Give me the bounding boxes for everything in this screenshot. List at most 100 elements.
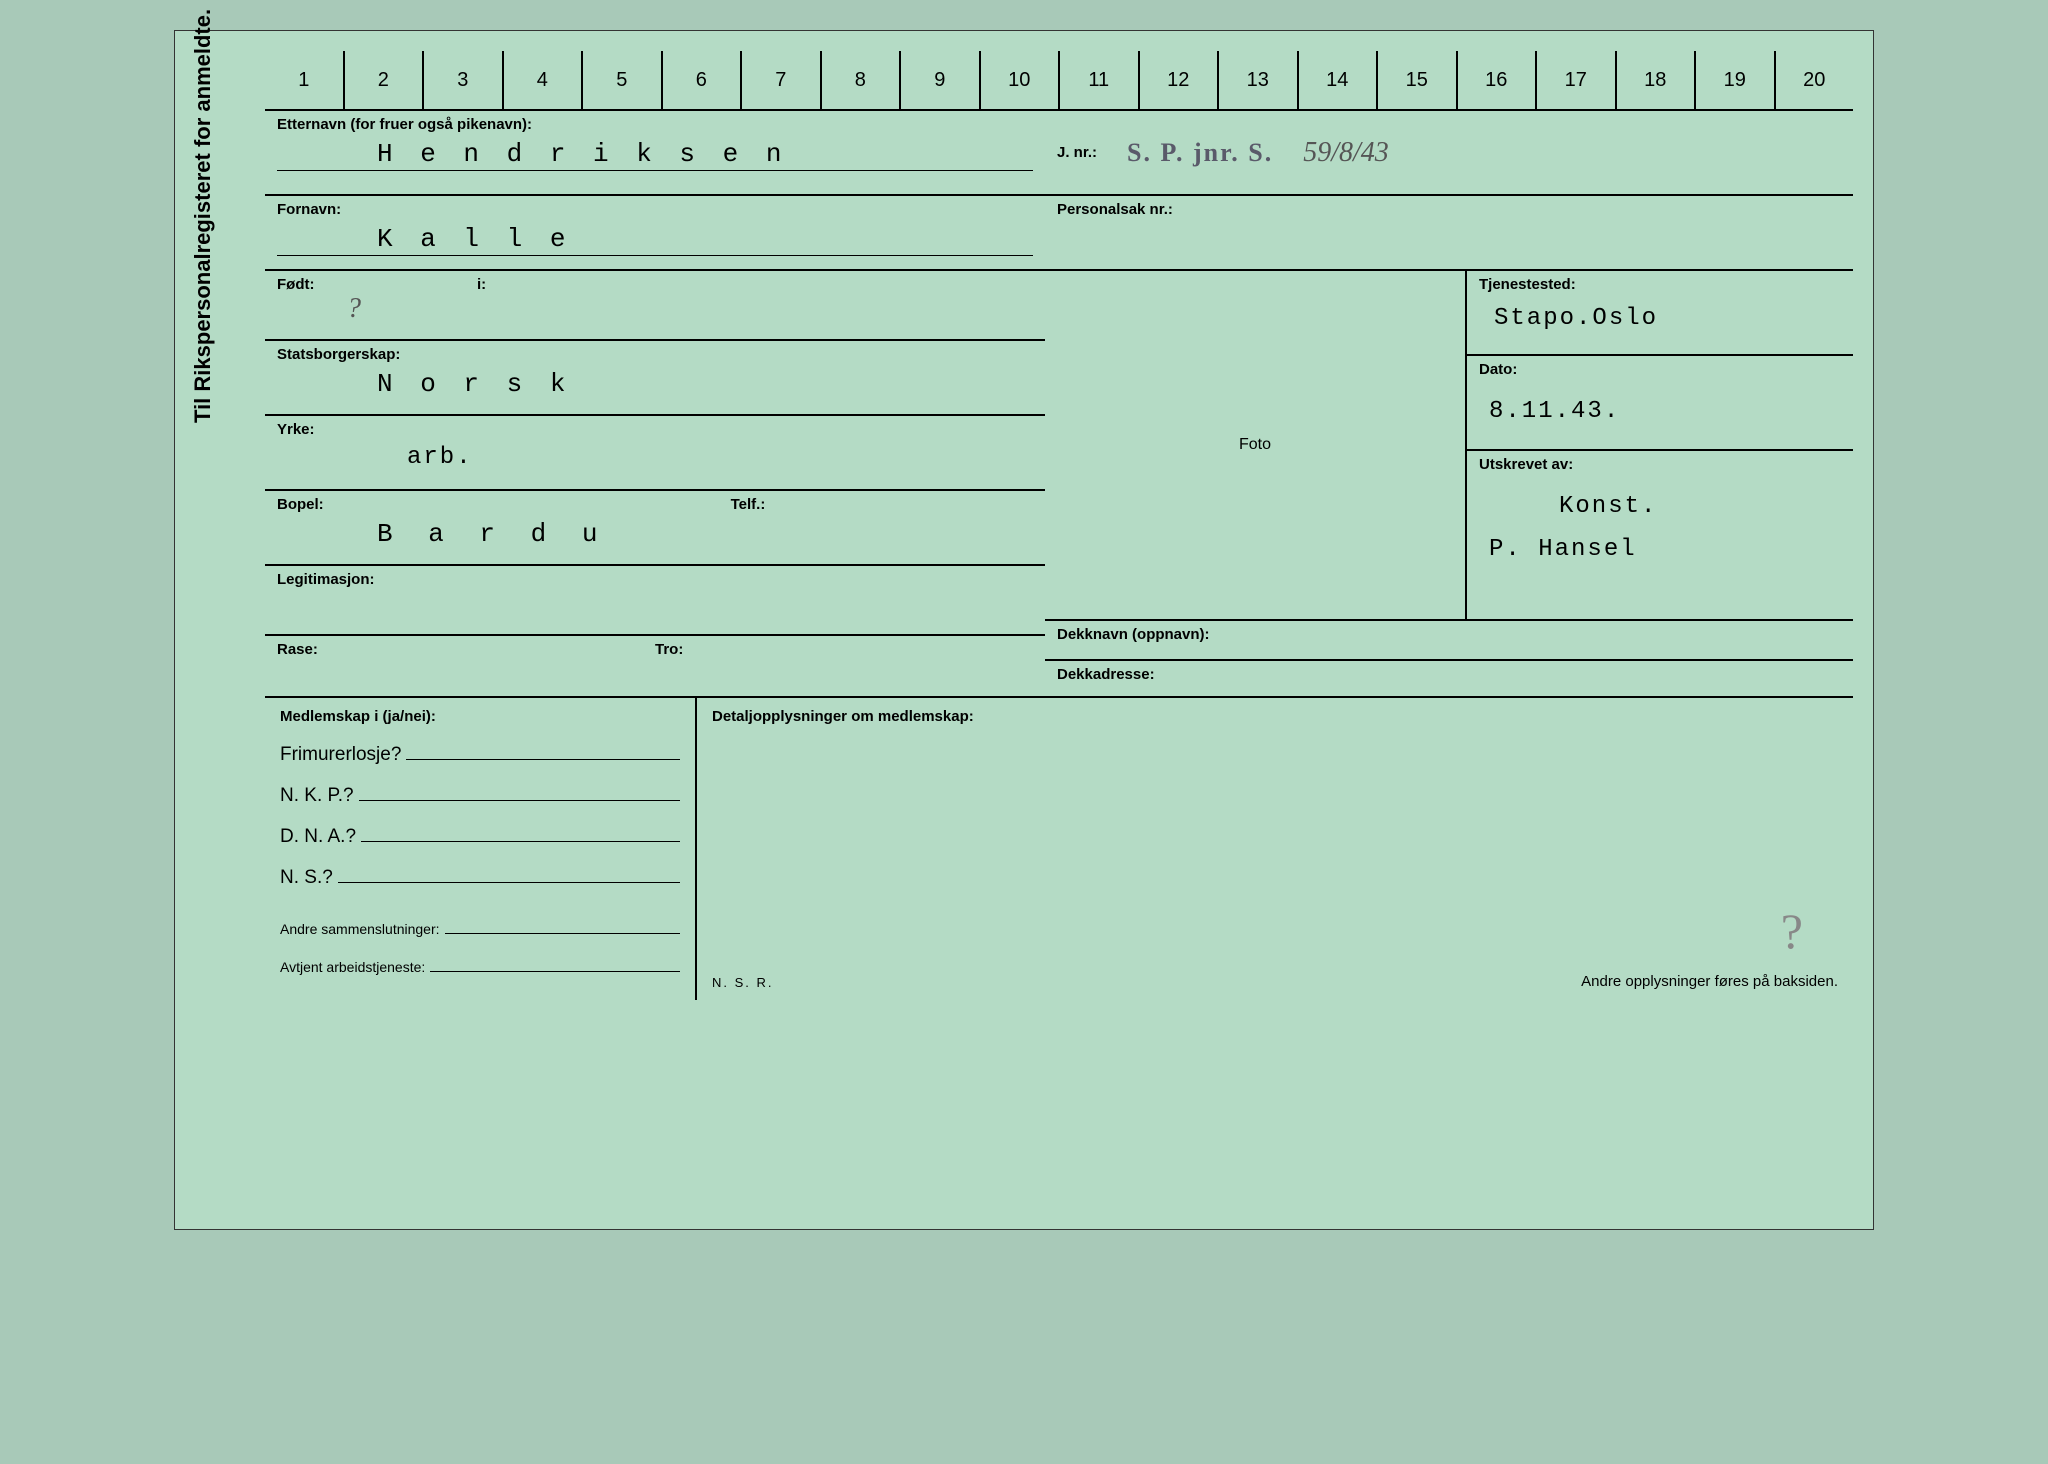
number-cell: 2 bbox=[343, 51, 423, 109]
fornavn-label: Fornavn: bbox=[277, 201, 1033, 218]
foto-label: Foto bbox=[1239, 436, 1271, 454]
registration-card: Til Rikspersonalregisteret for anmeldte.… bbox=[174, 30, 1874, 1230]
number-cell: 18 bbox=[1615, 51, 1695, 109]
tjenestested-label: Tjenestested: bbox=[1479, 276, 1841, 293]
right-details: Tjenestested: Stapo.Oslo Dato: 8.11.43. … bbox=[1465, 271, 1853, 621]
etternavn-label: Etternavn (for fruer også pikenavn): bbox=[277, 116, 1033, 133]
nsr-label: N. S. R. bbox=[712, 975, 774, 990]
number-cell: 17 bbox=[1535, 51, 1615, 109]
left-column: Etternavn (for fruer også pikenavn): H e… bbox=[265, 111, 1045, 696]
number-cell: 6 bbox=[661, 51, 741, 109]
yrke-label: Yrke: bbox=[277, 421, 1033, 438]
yrke-value: arb. bbox=[277, 444, 1033, 472]
jnr-stamp: S. P. jnr. S. bbox=[1127, 138, 1273, 168]
ns-label: N. S.? bbox=[280, 867, 333, 889]
membership-right: Detaljopplysninger om medlemskap: N. S. … bbox=[695, 698, 1853, 1000]
number-cell: 9 bbox=[899, 51, 979, 109]
utskrevet-value1: Konst. bbox=[1479, 493, 1841, 521]
bopel-label: Bopel: bbox=[277, 496, 731, 513]
andre-item: Andre sammenslutninger: bbox=[280, 914, 680, 937]
number-cell: 10 bbox=[979, 51, 1059, 109]
content-area: 1234567891011121314151617181920 Etternav… bbox=[265, 51, 1853, 1000]
tjenestested-value: Stapo.Oslo bbox=[1479, 305, 1841, 333]
legitimasjon-field: Legitimasjon: bbox=[265, 566, 1045, 636]
bopel-field: Bopel: B a r d u Telf.: bbox=[265, 491, 1045, 566]
statsborger-value: N o r s k bbox=[277, 369, 1033, 401]
question-mark: ? bbox=[1781, 902, 1803, 960]
footer-note: Andre opplysninger føres på baksiden. bbox=[1581, 973, 1838, 990]
number-cell: 5 bbox=[581, 51, 661, 109]
number-cell: 11 bbox=[1058, 51, 1138, 109]
personalsak-field: Personalsak nr.: bbox=[1045, 196, 1853, 271]
membership-left: Medlemskap i (ja/nei): Frimurerlosje? N.… bbox=[265, 698, 695, 1000]
number-cell: 3 bbox=[422, 51, 502, 109]
fodt-i-label: i: bbox=[477, 276, 1033, 293]
dekkadresse-field: Dekkadresse: bbox=[1045, 661, 1853, 696]
fornavn-field: Fornavn: K a l l e bbox=[265, 196, 1045, 271]
rase-tro-field: Rase: Tro: bbox=[265, 636, 1045, 696]
dna-line bbox=[361, 822, 680, 842]
fodt-value: ? bbox=[277, 293, 477, 325]
andre-line bbox=[445, 914, 680, 934]
fodt-label: Født: bbox=[277, 276, 477, 293]
dato-value: 8.11.43. bbox=[1479, 398, 1841, 426]
andre-label: Andre sammenslutninger: bbox=[280, 921, 440, 937]
number-cell: 15 bbox=[1376, 51, 1456, 109]
tjenestested-field: Tjenestested: Stapo.Oslo bbox=[1467, 271, 1853, 356]
telf-label: Telf.: bbox=[731, 496, 1033, 513]
avtjent-label: Avtjent arbeidstjeneste: bbox=[280, 959, 425, 975]
nkp-item: N. K. P.? bbox=[280, 781, 680, 807]
avtjent-line bbox=[430, 952, 680, 972]
foto-box: Foto bbox=[1045, 271, 1465, 621]
number-cell: 16 bbox=[1456, 51, 1536, 109]
jnr-label: J. nr.: bbox=[1057, 144, 1097, 161]
frimurer-item: Frimurerlosje? bbox=[280, 740, 680, 766]
number-cell: 8 bbox=[820, 51, 900, 109]
etternavn-value: H e n d r i k s e n bbox=[277, 139, 1033, 171]
dekkadresse-label: Dekkadresse: bbox=[1057, 666, 1841, 683]
avtjent-item: Avtjent arbeidstjeneste: bbox=[280, 952, 680, 975]
number-cell: 12 bbox=[1138, 51, 1218, 109]
membership-header: Medlemskap i (ja/nei): bbox=[280, 708, 680, 725]
dato-label: Dato: bbox=[1479, 361, 1841, 378]
dekknavn-label: Dekknavn (oppnavn): bbox=[1057, 626, 1841, 643]
fodt-field: Født: ? i: bbox=[265, 271, 1045, 341]
ns-line bbox=[338, 863, 680, 883]
utskrevet-value2: P. Hansel bbox=[1479, 536, 1841, 564]
dekknavn-field: Dekknavn (oppnavn): bbox=[1045, 621, 1853, 661]
dna-label: D. N. A.? bbox=[280, 826, 356, 848]
number-cell: 1 bbox=[265, 51, 343, 109]
vertical-title: Til Rikspersonalregisteret for anmeldte. bbox=[190, 9, 216, 423]
etternavn-field: Etternavn (for fruer også pikenavn): H e… bbox=[265, 111, 1045, 196]
dato-field: Dato: 8.11.43. bbox=[1467, 356, 1853, 451]
nkp-label: N. K. P.? bbox=[280, 785, 354, 807]
nkp-line bbox=[359, 781, 680, 801]
number-cell: 4 bbox=[502, 51, 582, 109]
frimurer-label: Frimurerlosje? bbox=[280, 744, 401, 766]
dna-item: D. N. A.? bbox=[280, 822, 680, 848]
number-cell: 7 bbox=[740, 51, 820, 109]
yrke-field: Yrke: arb. bbox=[265, 416, 1045, 491]
jnr-field: J. nr.: S. P. jnr. S. 59/8/43 bbox=[1045, 111, 1853, 196]
legitimasjon-label: Legitimasjon: bbox=[277, 571, 1033, 588]
rase-label: Rase: bbox=[277, 641, 655, 658]
number-cell: 13 bbox=[1217, 51, 1297, 109]
statsborger-label: Statsborgerskap: bbox=[277, 346, 1033, 363]
detalj-label: Detaljopplysninger om medlemskap: bbox=[712, 708, 1838, 725]
fornavn-value: K a l l e bbox=[277, 224, 1033, 256]
personalsak-label: Personalsak nr.: bbox=[1057, 201, 1841, 218]
frimurer-line bbox=[406, 740, 680, 760]
statsborger-field: Statsborgerskap: N o r s k bbox=[265, 341, 1045, 416]
number-cell: 14 bbox=[1297, 51, 1377, 109]
number-cell: 19 bbox=[1694, 51, 1774, 109]
right-section: J. nr.: S. P. jnr. S. 59/8/43 Personalsa… bbox=[1045, 111, 1853, 696]
utskrevet-field: Utskrevet av: Konst. P. Hansel bbox=[1467, 451, 1853, 621]
main-grid: Etternavn (for fruer også pikenavn): H e… bbox=[265, 111, 1853, 696]
tro-label: Tro: bbox=[655, 641, 1033, 658]
number-ruler: 1234567891011121314151617181920 bbox=[265, 51, 1853, 111]
utskrevet-label: Utskrevet av: bbox=[1479, 456, 1841, 473]
jnr-value: 59/8/43 bbox=[1303, 137, 1389, 169]
foto-right-row: Foto Tjenestested: Stapo.Oslo Dato: 8.11… bbox=[1045, 271, 1853, 621]
number-cell: 20 bbox=[1774, 51, 1854, 109]
bopel-value: B a r d u bbox=[277, 519, 731, 551]
